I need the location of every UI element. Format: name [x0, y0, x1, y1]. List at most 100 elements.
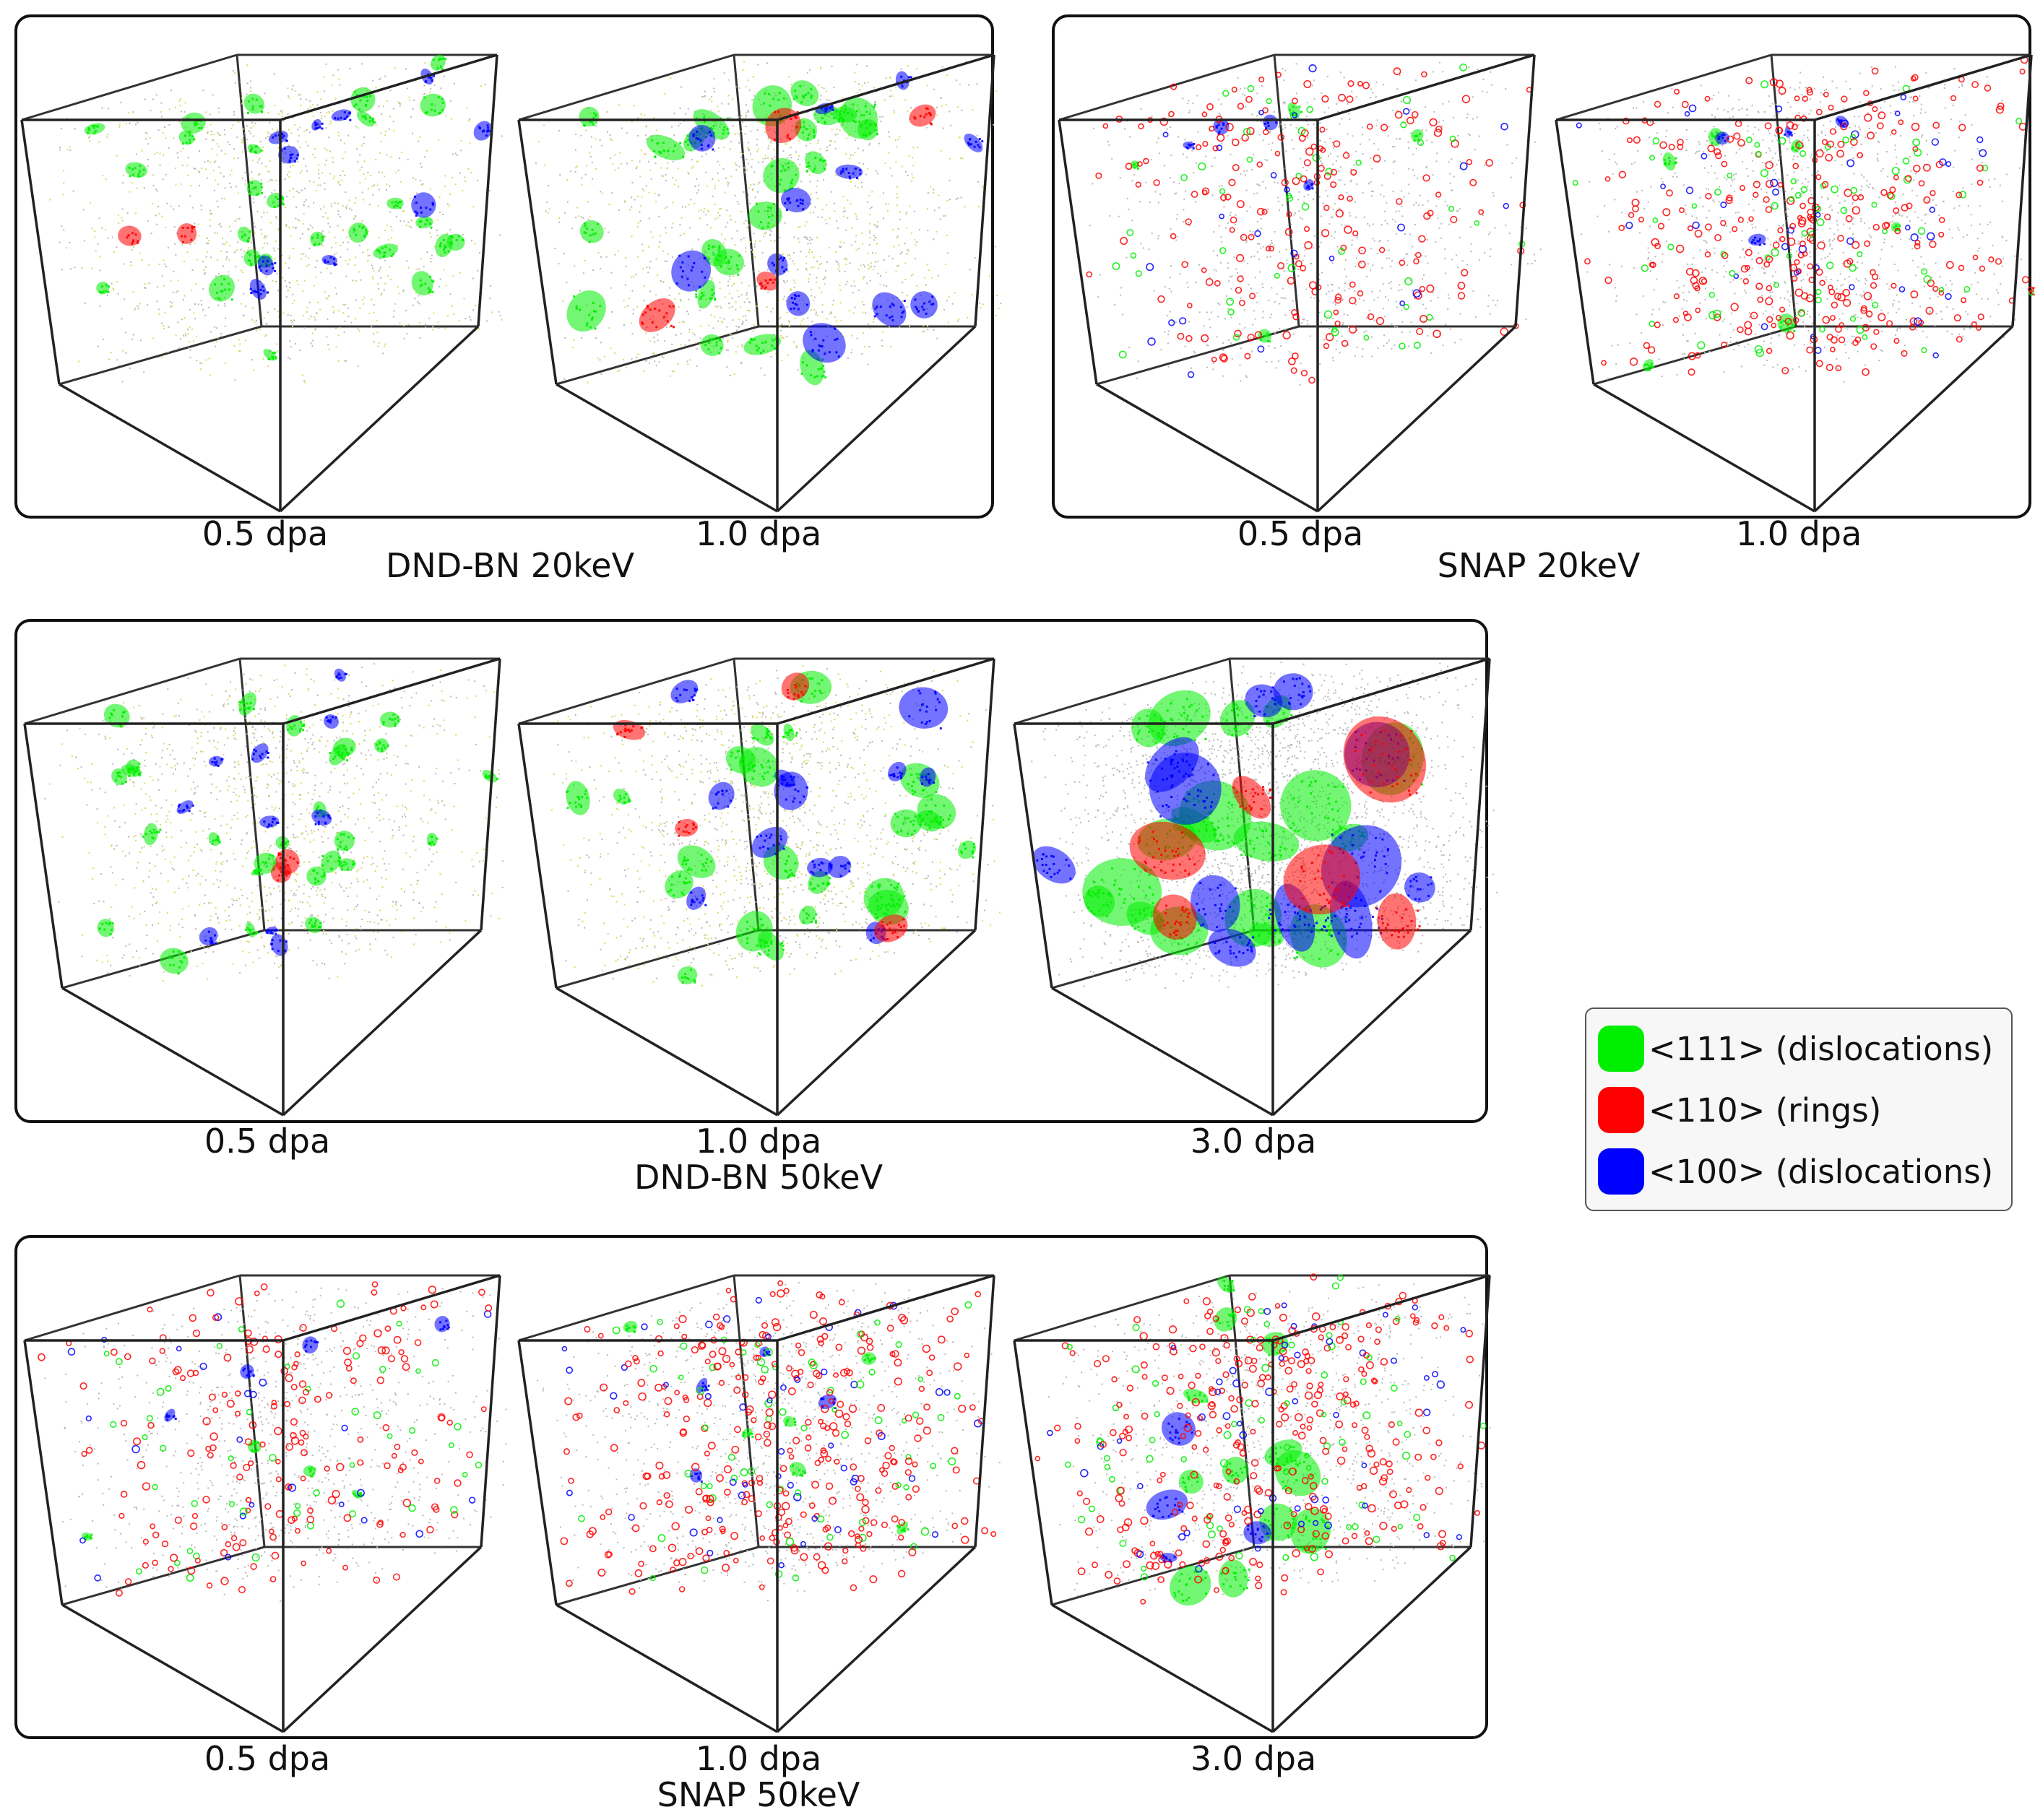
- cluster-100: [268, 130, 288, 144]
- cluster-111: [267, 193, 285, 209]
- cluster-100: [208, 755, 224, 767]
- cluster-111: [303, 1465, 316, 1478]
- ring-defects: [38, 1281, 493, 1597]
- cluster-110: [176, 223, 197, 244]
- cluster-100: [1263, 114, 1279, 131]
- ring-defects: [560, 1280, 997, 1595]
- cluster-100: [786, 291, 811, 316]
- cube-render: [1013, 657, 1498, 1117]
- cluster-100: [176, 800, 194, 814]
- cluster-111: [623, 1320, 638, 1333]
- cluster-100: [689, 1468, 703, 1483]
- cluster-111: [374, 738, 389, 753]
- defect-clusters: [84, 54, 493, 361]
- cluster-111: [209, 274, 235, 302]
- cluster-111: [1290, 1508, 1331, 1554]
- cube-dndbn-20kev-0p5: [16, 19, 507, 517]
- cube-snap-50kev-3p0: [1008, 1239, 1500, 1738]
- panel-dndbn-20kev: [14, 14, 994, 519]
- caption-dpa: 3.0 dpa: [1190, 1739, 1317, 1778]
- cluster-111: [426, 833, 438, 846]
- cluster-111: [896, 1521, 910, 1535]
- cluster-100: [1243, 1521, 1271, 1545]
- cube-render: [1013, 1273, 1491, 1733]
- cluster-111: [805, 151, 826, 175]
- cluster-111: [1280, 770, 1352, 841]
- cube-front-edges: [1058, 53, 1536, 513]
- legend-swatch-red: [1598, 1087, 1644, 1133]
- cube-render: [1058, 53, 1542, 513]
- cluster-100: [670, 680, 699, 703]
- cluster-110: [639, 298, 675, 332]
- cluster-111: [700, 334, 724, 356]
- cluster-111: [243, 93, 265, 114]
- caption-dpa: 1.0 dpa: [695, 514, 822, 553]
- cluster-111: [748, 202, 782, 230]
- cube-dndbn-50kev-0p5: [19, 623, 510, 1121]
- cluster-111: [411, 271, 435, 296]
- cluster-100: [434, 1316, 450, 1332]
- cluster-100: [321, 255, 338, 266]
- cluster-100: [331, 109, 352, 121]
- caption-dpa: 0.5 dpa: [1237, 514, 1364, 553]
- cluster-111: [379, 711, 400, 728]
- cluster-111: [482, 769, 498, 783]
- legend-label: <111> (dislocations): [1649, 1029, 1994, 1068]
- caption-dpa: 1.0 dpa: [1735, 514, 1862, 553]
- cluster-111: [857, 118, 878, 141]
- cluster-111: [917, 794, 956, 829]
- cluster-100: [964, 134, 984, 152]
- cluster-111: [178, 131, 196, 145]
- cluster-100: [688, 124, 716, 152]
- cluster-100: [759, 1346, 772, 1358]
- defect-clusters: [97, 668, 498, 975]
- cluster-100: [696, 1377, 710, 1394]
- cube-snap-50kev-1p0: [513, 1239, 1004, 1738]
- cluster-100: [827, 855, 851, 878]
- group-title: DND-BN 20keV: [385, 546, 635, 585]
- caption-dpa: 0.5 dpa: [204, 1122, 331, 1161]
- cluster-111: [1233, 821, 1300, 862]
- cluster-111: [373, 243, 399, 259]
- defect-clusters: [623, 1320, 910, 1535]
- defect-clusters: [566, 670, 977, 984]
- cube-render: [517, 1274, 1001, 1733]
- cluster-100: [887, 761, 907, 781]
- group-title: SNAP 20keV: [1437, 546, 1641, 585]
- cube-back-edges: [518, 53, 994, 386]
- cluster-111: [1082, 858, 1162, 926]
- cluster-111: [665, 870, 694, 898]
- cluster-111: [81, 1532, 93, 1541]
- cluster-100: [1032, 846, 1076, 884]
- cube-render: [23, 1274, 507, 1733]
- cluster-111: [808, 870, 831, 894]
- cube-back-edges: [1555, 53, 2031, 386]
- cluster-111: [420, 93, 446, 117]
- cluster-100: [334, 668, 347, 682]
- cluster-111: [751, 723, 774, 746]
- cluster-111: [798, 906, 818, 925]
- cluster-111: [386, 197, 404, 209]
- cube-front-edges: [23, 1274, 501, 1733]
- cluster-100: [1162, 1412, 1196, 1446]
- cluster-100: [815, 103, 834, 115]
- caption-dpa: 1.0 dpa: [695, 1122, 822, 1161]
- cluster-111: [782, 723, 798, 742]
- ring-defects: [1034, 1273, 1487, 1605]
- cluster-111: [246, 180, 264, 196]
- cluster-100: [411, 192, 436, 218]
- cluster-111: [743, 334, 782, 355]
- cluster-100: [1715, 131, 1729, 145]
- cluster-111: [305, 916, 322, 933]
- cluster-110: [675, 818, 699, 837]
- legend-item-100: <100> (dislocations): [1598, 1146, 1993, 1197]
- cluster-111: [579, 106, 600, 127]
- legend-label: <100> (dislocations): [1649, 1152, 1994, 1191]
- cluster-100: [780, 188, 811, 213]
- cube-front-edges: [517, 657, 995, 1117]
- cluster-111: [579, 220, 604, 243]
- cluster-111: [244, 922, 259, 937]
- cube-front-edges: [517, 1274, 995, 1733]
- cube-back-edges: [518, 657, 994, 989]
- cluster-100: [249, 279, 269, 300]
